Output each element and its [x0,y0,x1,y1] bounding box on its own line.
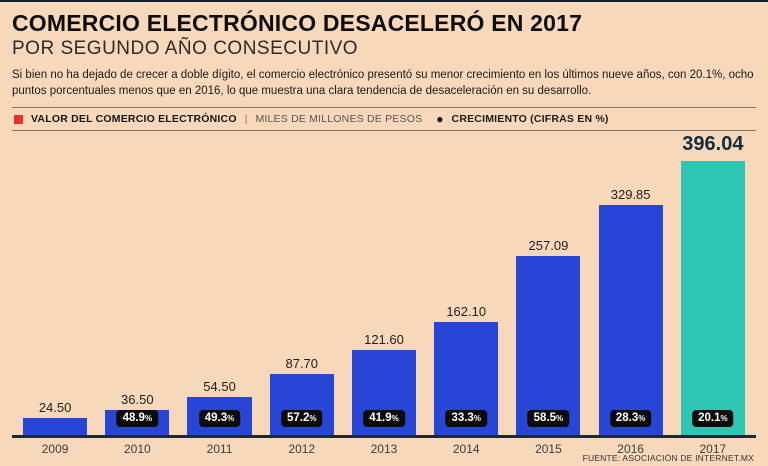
x-axis-label-year: 2012 [288,442,316,457]
percent-sign: % [144,413,153,423]
growth-value: 48.9 [122,411,145,424]
percent-sign: % [227,413,235,423]
x-axis-label-year: 2017 [699,442,727,457]
x-axis-label-year: 2014 [452,442,480,457]
x-axis-baseline [12,435,756,439]
legend-separator: | [244,113,248,126]
growth-badge: 57.2% [281,409,323,428]
bar-value-label: 396.04 [682,133,744,156]
bar-value-label: 121.60 [364,332,404,348]
bar-chart: 24.50 36.50 48.9% 54.50 49.3% 87.70 57.2% 121.6… [12,133,756,456]
bar-value-label: 24.50 [38,400,72,416]
source-credit: FUENTE: ASOCIACIÓN DE INTERNET.MX [582,453,754,463]
growth-badge: 28.3% [609,409,652,428]
bar-column: 87.70 57.2% [261,133,343,436]
legend-growth-label: CRECIMIENTO (CIFRAS EN %) [451,113,609,126]
page-title: COMERCIO ELECTRÓNICO DESACELERÓ EN 2017 [12,10,583,36]
growth-value: 41.9 [369,411,392,424]
page-subtitle: POR SEGUNDO AÑO CONSECUTIVO [12,38,359,59]
bar-value-label: 36.50 [121,392,154,408]
bar-column: 162.10 33.3% [425,133,507,436]
bar [23,418,88,436]
legend-bar: VALOR DEL COMERCIO ELECTRÓNICO | MILES D… [12,107,756,132]
growth-value: 49.3 [204,411,228,424]
growth-value: 28.3 [615,411,639,424]
percent-sign: % [391,413,399,423]
bars-area: 24.50 36.50 48.9% 54.50 49.3% 87.70 57.2% 121.6… [12,133,756,436]
bar-value-label: 162.10 [446,304,487,320]
bar-column: 329.85 28.3% [590,133,672,436]
x-axis-label-year: 2015 [535,442,562,457]
bar [680,161,745,436]
bar-value-label: 87.70 [285,356,319,372]
bar-column: 121.60 41.9% [343,133,425,436]
x-axis-label-year: 2013 [370,442,398,457]
percent-sign: % [309,413,317,423]
bar [516,256,581,436]
bar-column: 54.50 49.3% [178,133,260,436]
legend-value-label: VALOR DEL COMERCIO ELECTRÓNICO [31,113,237,126]
bar-column: 24.50 [14,133,96,436]
growth-badge: 20.1% [692,409,734,428]
description-text: Si bien no ha dejado de crecer a doble d… [12,69,754,98]
bar-value-label: 329.85 [610,187,651,203]
red-square-icon [14,114,23,124]
bar-value-label: 54.50 [203,379,236,395]
bar-column: 257.09 58.5% [507,133,589,436]
growth-badge: 49.3% [198,409,241,428]
bar-column: 36.50 48.9% [96,133,178,436]
x-axis-label-year: 2016 [617,442,644,457]
legend-units-label: MILES DE MILLONES DE PESOS [255,113,423,126]
growth-value: 58.5 [533,411,557,424]
bar-column: 396.04 20.1% [672,133,754,436]
percent-sign: % [720,413,728,423]
x-axis-label-year: 2010 [123,442,151,457]
percent-sign: % [556,413,564,423]
percent-sign: % [638,413,646,423]
bar [598,205,663,436]
growth-badge: 33.3% [445,409,487,428]
growth-value: 57.2 [287,411,310,424]
percent-sign: % [473,413,481,423]
growth-value: 33.3 [451,411,474,424]
growth-badge: 58.5% [527,409,570,428]
bar-value-label: 257.09 [528,238,569,254]
x-axis-label-year: 2009 [41,442,69,457]
growth-badge: 48.9% [116,409,159,428]
growth-badge: 41.9% [363,409,405,428]
x-axis-label-year: 2011 [206,442,233,457]
x-axis-labels: 2009 2010 2011 2012 2013 2014 2015 2016 2017 [12,442,756,456]
black-dot-icon: ● [436,112,444,127]
growth-value: 20.1 [698,411,721,424]
